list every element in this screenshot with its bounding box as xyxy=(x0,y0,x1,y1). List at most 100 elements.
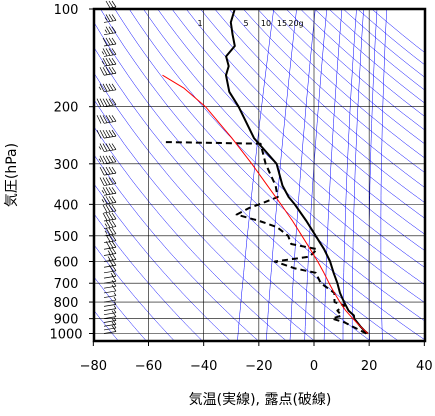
wind-barb xyxy=(99,144,116,152)
x-axis: −80 −60 −40 −20 0 20 40 xyxy=(80,341,433,374)
wind-barb xyxy=(104,293,116,298)
x-tick-label: −40 xyxy=(190,359,217,374)
y-tick-label: 800 xyxy=(54,296,79,311)
y-tick-label: 400 xyxy=(54,198,79,213)
wind-barb xyxy=(103,38,116,46)
wind-barb xyxy=(100,67,116,75)
wind-barb-flag xyxy=(112,144,116,150)
dry-adiabat-line xyxy=(101,9,426,340)
dry-adiabat-line xyxy=(129,9,435,340)
wind-barb-flag xyxy=(112,196,116,202)
dry-adiabat-line xyxy=(158,9,435,340)
dry-adiabat-line xyxy=(329,9,435,340)
mixing-ratio-label: 1 xyxy=(197,19,202,28)
dry-adiabat-line xyxy=(15,9,258,340)
temperature-line xyxy=(226,9,368,334)
y-tick-label: 500 xyxy=(54,230,79,245)
y-tick-label: 300 xyxy=(54,158,79,173)
y-tick-label: 700 xyxy=(54,277,79,292)
y-tick-label: 600 xyxy=(54,256,79,271)
dry-adiabat-line xyxy=(58,9,342,340)
x-tick-label: 40 xyxy=(416,359,433,374)
mixing-ratio-label: 10 xyxy=(261,19,271,28)
wind-barb xyxy=(104,221,116,229)
wind-barb-half xyxy=(99,87,101,90)
wind-barbs xyxy=(97,1,116,334)
wind-barb xyxy=(102,196,116,204)
x-tick-label: 20 xyxy=(361,359,378,374)
dry-adiabat-line xyxy=(172,9,435,340)
dry-adiabat-line xyxy=(1,9,230,340)
wind-barb-flag xyxy=(112,178,116,184)
x-tick-label: −60 xyxy=(135,359,162,374)
wind-barb-half xyxy=(114,306,116,309)
mixing-ratio-label: 15 xyxy=(277,19,287,28)
wind-barb-flag xyxy=(112,14,116,20)
wind-barb xyxy=(102,58,116,66)
wind-barb-flag xyxy=(112,205,116,211)
dry-adiabat-line xyxy=(258,9,435,340)
wind-barb-flag xyxy=(112,187,116,193)
wind-barb-flag xyxy=(112,38,116,44)
dry-adiabat-line xyxy=(200,9,435,340)
wind-barb-flag xyxy=(112,156,116,162)
wind-barb-flag xyxy=(112,48,116,54)
wind-barb xyxy=(100,178,116,186)
wind-barb-flag xyxy=(112,58,116,64)
wind-barb-flag xyxy=(112,1,116,7)
wind-barb-half xyxy=(114,297,116,300)
wind-barb xyxy=(100,167,116,175)
wind-barb-half xyxy=(99,159,101,162)
isobars xyxy=(94,9,425,334)
wind-barb xyxy=(97,130,116,138)
wind-barb-flag xyxy=(112,213,116,219)
dewpoint-line xyxy=(162,142,367,334)
x-tick-label: −20 xyxy=(245,359,272,374)
wind-barb xyxy=(102,187,116,195)
wind-barb-half xyxy=(108,251,110,254)
wind-barb-flag xyxy=(112,84,116,90)
wind-barb xyxy=(103,213,116,221)
y-tick-label: 900 xyxy=(54,313,79,328)
wind-barb-flag xyxy=(112,167,116,173)
wind-barb-half xyxy=(102,51,104,54)
wind-barb-flag xyxy=(112,241,116,247)
wind-barb-staff xyxy=(104,276,116,278)
x-tick-label: 0 xyxy=(310,359,318,374)
dry-adiabat-line xyxy=(143,9,435,340)
wind-barb-half xyxy=(108,257,110,260)
wind-barb-half xyxy=(105,30,107,33)
mixing-ratio-line xyxy=(290,9,315,340)
wind-barb-flag xyxy=(112,221,116,227)
dry-adiabat-line xyxy=(43,9,313,340)
wind-barb-flag xyxy=(112,67,116,73)
wind-barb xyxy=(97,115,116,123)
wind-barb xyxy=(104,228,116,236)
wind-barb xyxy=(99,156,116,164)
y-tick-label: 1000 xyxy=(49,328,82,343)
y-tick-label: 100 xyxy=(54,3,79,18)
mixing-ratio-label: 20g xyxy=(288,19,303,28)
wind-barb-flag xyxy=(112,248,116,254)
mixing-ratio-label: 5 xyxy=(243,19,248,28)
mixing-ratio-line xyxy=(343,9,357,340)
wind-barb-half xyxy=(102,190,104,193)
wind-barb-half xyxy=(114,318,116,321)
x-axis-title: 気温(実線), 露点(破線) xyxy=(189,392,332,408)
vertical-grid xyxy=(93,9,424,341)
wind-barb-half xyxy=(102,199,104,202)
wind-barb-flag xyxy=(112,228,116,234)
y-tick-label: 200 xyxy=(54,101,79,116)
wind-barb-half xyxy=(105,224,107,227)
wind-barb-flag xyxy=(112,27,116,33)
wind-barb xyxy=(102,48,116,56)
y-axis-title: 気圧(hPa) xyxy=(4,143,20,207)
wind-barb-half xyxy=(99,147,101,150)
wind-barb-flag xyxy=(112,115,116,121)
x-tick-label: −80 xyxy=(80,359,107,374)
wind-barb-half xyxy=(114,293,116,296)
mixing-ratio-line xyxy=(369,9,377,340)
